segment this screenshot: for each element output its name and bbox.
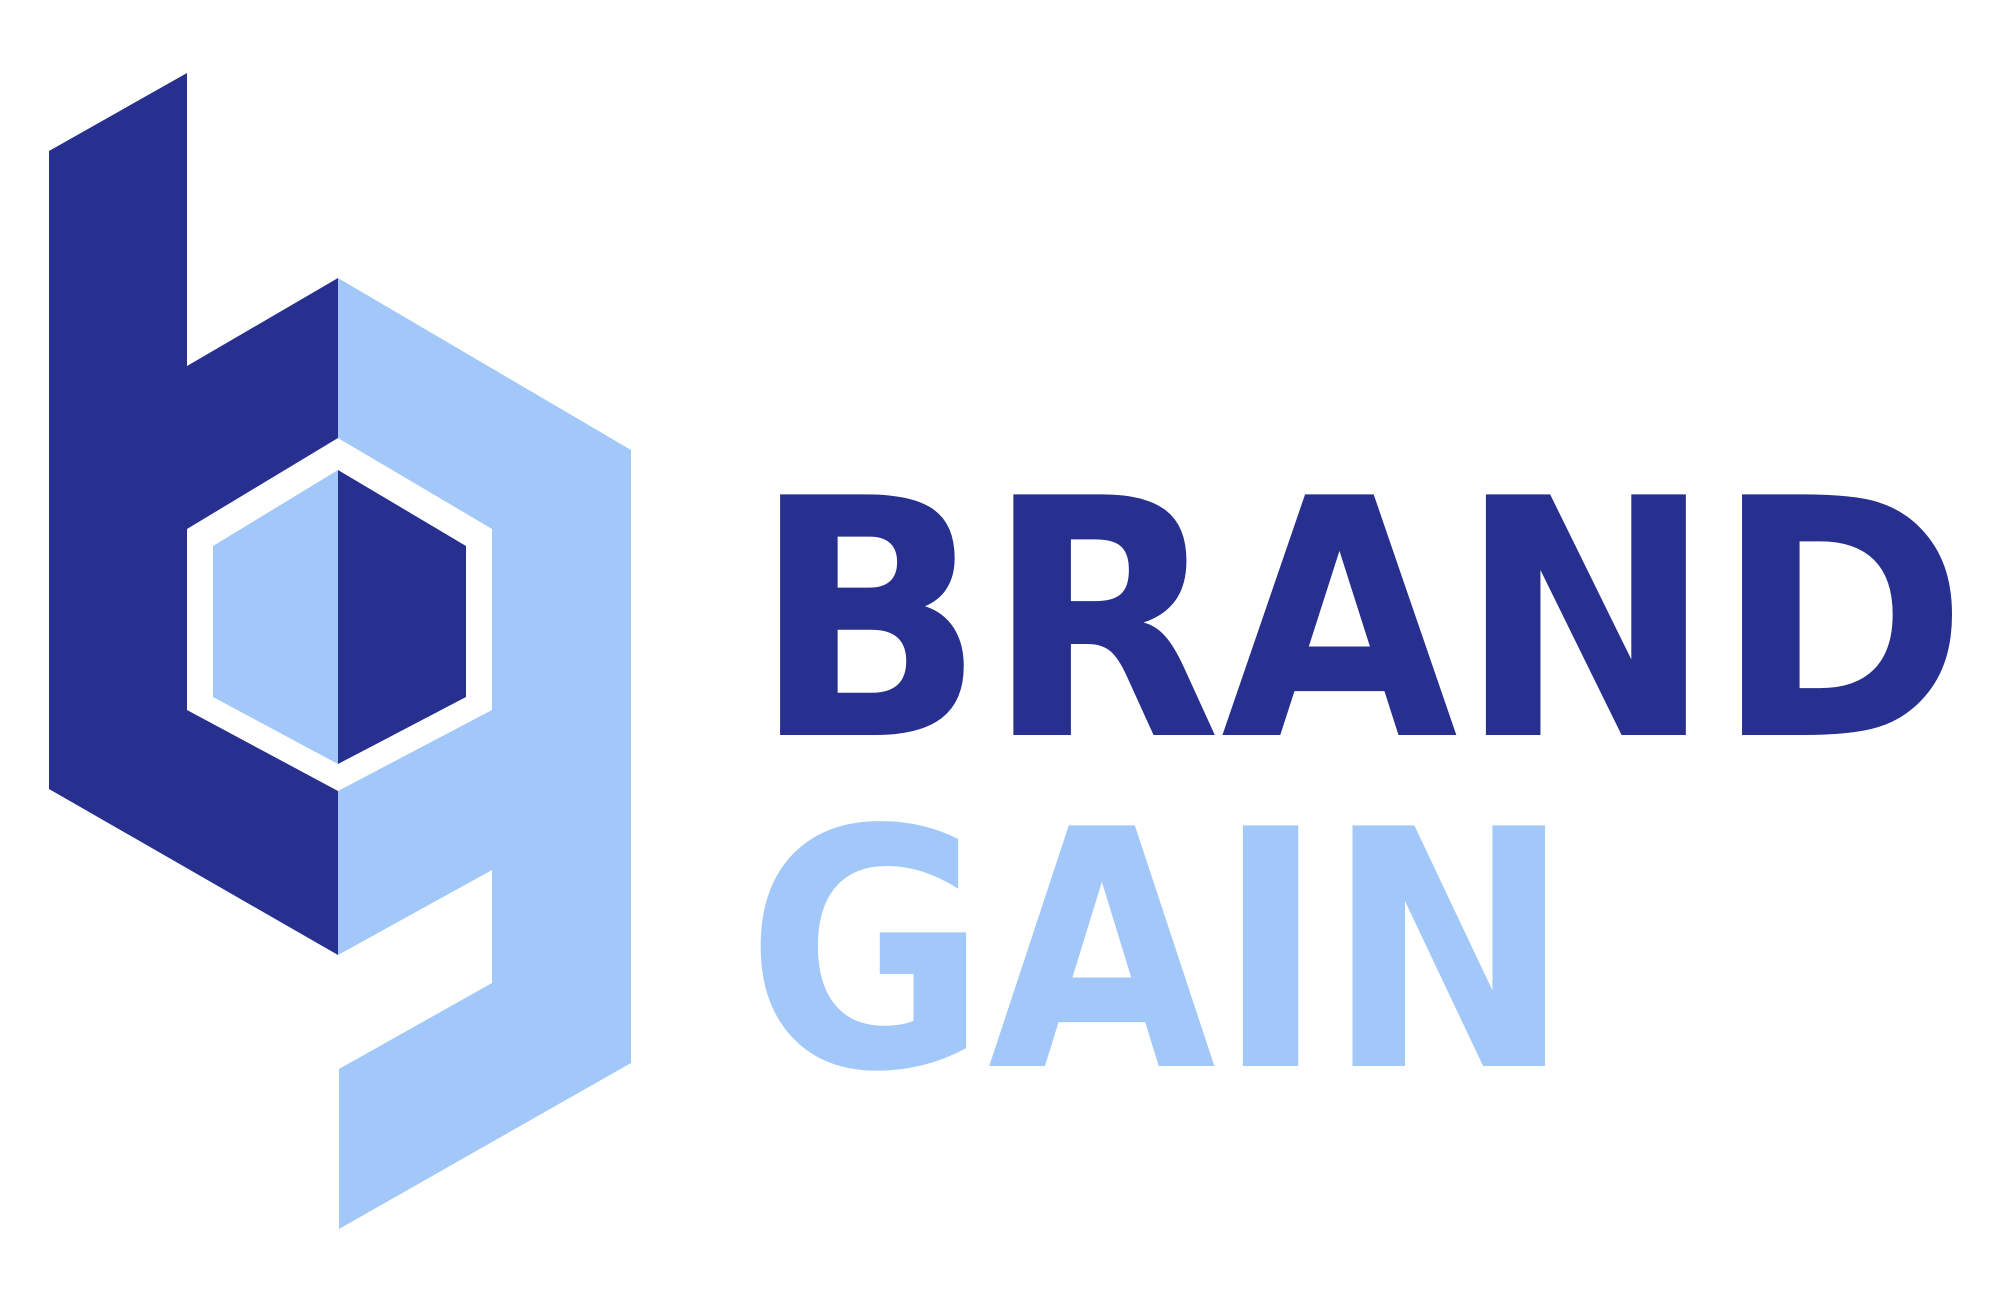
wordmark-line-gain: GAIN — [746, 760, 1572, 1144]
monogram-dark-b-shape — [49, 73, 338, 955]
monogram-icon — [49, 73, 631, 1229]
inner-hexagon-dark-half — [338, 470, 466, 764]
inner-hexagon-light-half — [213, 470, 338, 764]
monogram-light-g-shape — [338, 278, 631, 1229]
wordmark-line-brand: BRAND — [752, 429, 1968, 813]
wordmark: BRAND GAIN — [746, 429, 1968, 1144]
